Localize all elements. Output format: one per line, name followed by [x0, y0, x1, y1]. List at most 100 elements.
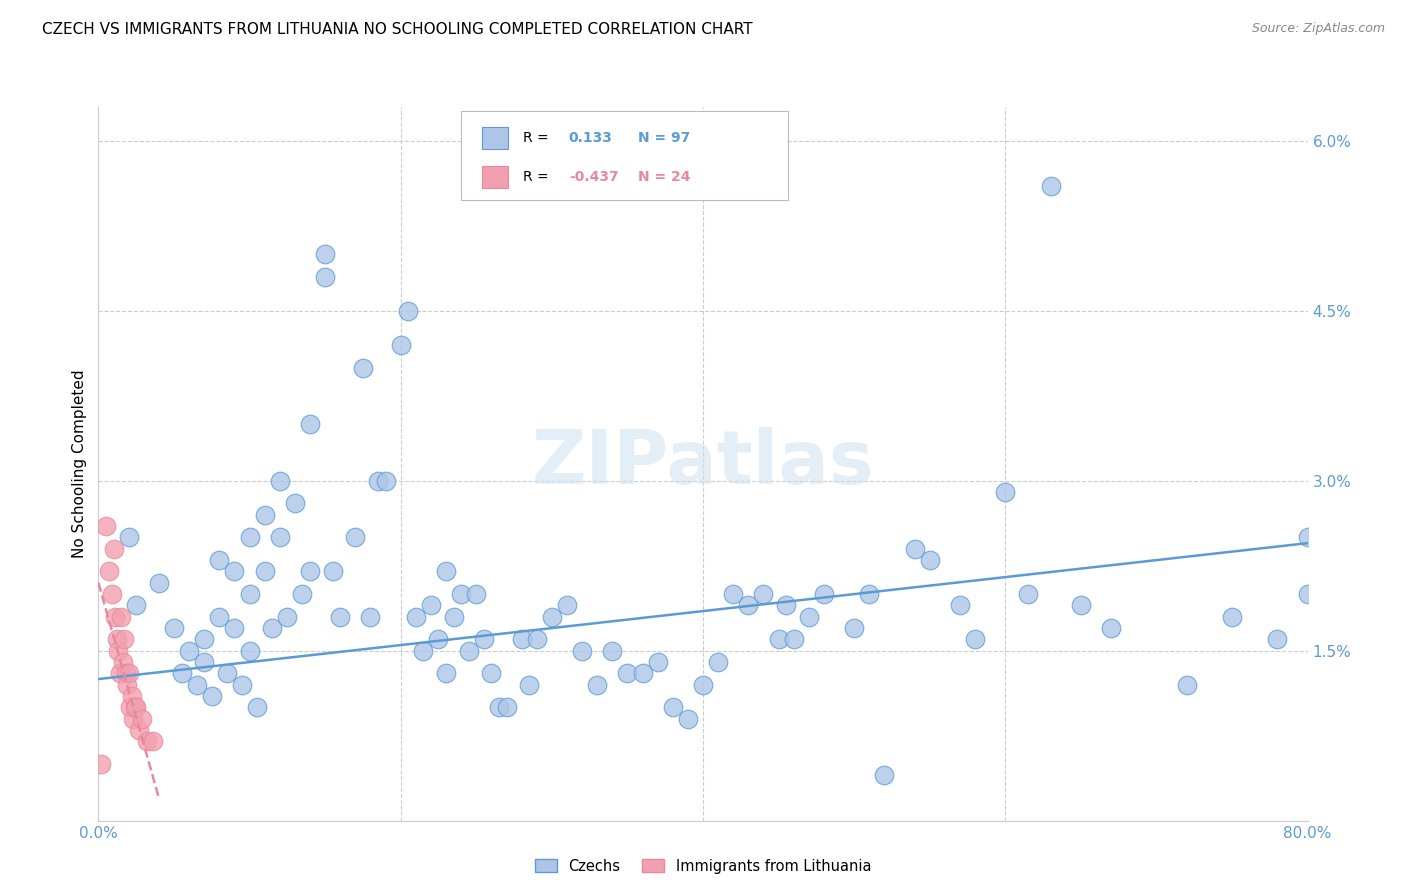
Point — [481, 666, 503, 681]
Point — [1341, 632, 1364, 647]
Point — [360, 609, 382, 624]
Point — [124, 700, 146, 714]
Point — [111, 655, 134, 669]
Point — [965, 632, 987, 647]
Point — [586, 678, 609, 692]
Point — [813, 587, 835, 601]
Point — [775, 599, 797, 613]
Text: ZIPatlas: ZIPatlas — [531, 427, 875, 500]
Point — [103, 541, 125, 556]
Point — [555, 599, 578, 613]
Point — [193, 655, 215, 669]
Point — [1220, 609, 1243, 624]
Point — [1039, 179, 1062, 194]
Point — [208, 609, 231, 624]
Legend: Czechs, Immigrants from Lithuania: Czechs, Immigrants from Lithuania — [527, 852, 879, 881]
Point — [177, 644, 201, 658]
Point — [994, 485, 1017, 500]
Y-axis label: No Schooling Completed: No Schooling Completed — [72, 369, 87, 558]
Point — [676, 712, 699, 726]
Point — [322, 565, 344, 579]
Point — [121, 689, 143, 703]
Point — [131, 712, 153, 726]
Point — [616, 666, 638, 681]
Point — [631, 666, 654, 681]
Point — [114, 666, 136, 681]
Point — [352, 360, 374, 375]
Point — [858, 587, 880, 601]
Point — [526, 632, 548, 647]
Point — [105, 632, 128, 647]
Point — [215, 666, 238, 681]
Point — [262, 621, 284, 635]
Point — [148, 575, 170, 590]
Text: 0.133: 0.133 — [569, 130, 613, 145]
Point — [488, 700, 510, 714]
Point — [118, 531, 141, 545]
Point — [737, 599, 759, 613]
Point — [142, 734, 165, 748]
Point — [314, 247, 336, 261]
Point — [1296, 531, 1319, 545]
Point — [692, 678, 714, 692]
FancyBboxPatch shape — [461, 111, 787, 200]
Point — [768, 632, 790, 647]
Point — [125, 599, 148, 613]
Point — [104, 609, 127, 624]
Point — [163, 621, 186, 635]
Point — [1070, 599, 1092, 613]
Point — [904, 541, 927, 556]
Point — [517, 678, 540, 692]
Text: N = 24: N = 24 — [638, 170, 690, 184]
Point — [224, 565, 246, 579]
Point — [465, 587, 488, 601]
Point — [118, 666, 141, 681]
Point — [314, 269, 336, 284]
Text: N = 97: N = 97 — [638, 130, 690, 145]
Point — [661, 700, 683, 714]
Point — [329, 609, 352, 624]
Point — [98, 565, 121, 579]
Point — [374, 474, 396, 488]
Point — [797, 609, 820, 624]
Point — [571, 644, 593, 658]
Point — [495, 700, 517, 714]
Point — [389, 338, 412, 352]
Point — [510, 632, 533, 647]
Point — [128, 723, 150, 737]
Point — [208, 553, 231, 567]
Point — [115, 678, 138, 692]
Text: R =: R = — [523, 170, 548, 184]
Point — [101, 587, 124, 601]
Bar — [482, 166, 509, 188]
Point — [112, 632, 135, 647]
Point — [344, 531, 367, 545]
Point — [239, 531, 262, 545]
Point — [844, 621, 866, 635]
Text: -0.437: -0.437 — [569, 170, 619, 184]
Point — [186, 678, 208, 692]
Point — [434, 666, 457, 681]
Point — [224, 621, 246, 635]
Point — [457, 644, 479, 658]
Point — [540, 609, 562, 624]
Point — [284, 496, 307, 510]
Point — [94, 519, 117, 533]
Point — [239, 587, 262, 601]
Point — [246, 700, 269, 714]
Point — [367, 474, 389, 488]
Point — [412, 644, 434, 658]
Point — [647, 655, 669, 669]
Point — [873, 768, 896, 782]
Point — [193, 632, 215, 647]
Point — [110, 609, 132, 624]
Point — [450, 587, 472, 601]
Point — [405, 609, 427, 624]
Text: Source: ZipAtlas.com: Source: ZipAtlas.com — [1251, 22, 1385, 36]
Point — [253, 508, 276, 522]
Text: CZECH VS IMMIGRANTS FROM LITHUANIA NO SCHOOLING COMPLETED CORRELATION CHART: CZECH VS IMMIGRANTS FROM LITHUANIA NO SC… — [42, 22, 752, 37]
Point — [170, 666, 193, 681]
Point — [269, 474, 291, 488]
Point — [1296, 587, 1319, 601]
Point — [253, 565, 276, 579]
